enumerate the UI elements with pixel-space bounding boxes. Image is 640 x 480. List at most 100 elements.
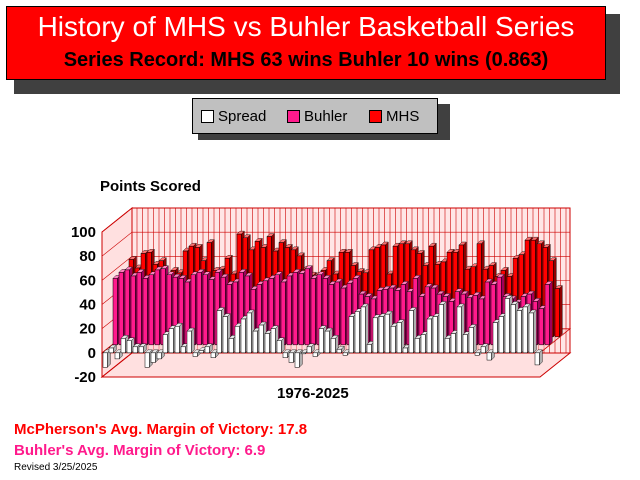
bar-spread [492, 322, 498, 354]
bar-spread [318, 328, 324, 354]
bar-spread [366, 344, 372, 354]
bar-spread [288, 352, 294, 363]
bar-buhler [208, 279, 214, 346]
bar-spread [516, 310, 522, 354]
bar-buhler [154, 269, 160, 346]
bar-spread [384, 313, 390, 354]
chart-floor [100, 352, 572, 378]
bar-mhs-side [559, 285, 563, 338]
y-tick-label: 40 [79, 297, 96, 314]
bar-spread [198, 350, 204, 354]
bar-buhler [310, 278, 316, 346]
bar-spread [150, 352, 156, 363]
bar-spread [252, 330, 258, 354]
bar-spread [192, 352, 198, 357]
bar-spread [120, 338, 126, 354]
chart-title: History of MHS vs Buhler Basketball Seri… [37, 11, 575, 42]
bar-spread [408, 310, 414, 354]
bar-spread [510, 304, 516, 354]
bar-spread [390, 326, 396, 354]
bar-buhler [118, 272, 124, 346]
bar-spread [216, 310, 222, 354]
bar-spread [462, 334, 468, 354]
bar-spread [174, 326, 180, 354]
bar-spread [186, 330, 192, 354]
bar-buhler [340, 287, 346, 346]
y-tick-label: 100 [71, 224, 96, 241]
bar-spread [534, 352, 540, 366]
y-gridline [101, 231, 570, 257]
bar-buhler [124, 269, 130, 346]
bar-spread [108, 347, 114, 354]
bar-spread [528, 312, 534, 354]
bar-spread [258, 324, 264, 354]
bar-spread [456, 306, 462, 354]
buhler-margin-stat: Buhler's Avg. Margin of Victory: 6.9 [14, 442, 266, 459]
bar-spread [414, 338, 420, 354]
bar-spread [300, 352, 306, 355]
bar-spread [504, 298, 510, 354]
bar-buhler [202, 274, 208, 346]
bar-spread [240, 318, 246, 354]
legend-label-mhs: MHS [386, 107, 420, 125]
bar-spread [330, 338, 336, 354]
y-tick-label: -20 [74, 369, 96, 386]
bar-buhler [148, 274, 154, 346]
bar-spread [348, 316, 354, 354]
legend-item-spread: Spread [201, 107, 266, 125]
bar-spread [276, 340, 282, 354]
bar-spread [270, 328, 276, 354]
legend-item-mhs: MHS [369, 107, 419, 125]
bar-buhler [280, 281, 286, 346]
legend-swatch-mhs [369, 109, 382, 123]
bar-spread [450, 333, 456, 354]
bar-buhler [544, 284, 550, 346]
y-tick-label: 0 [88, 345, 96, 362]
bar-spread [222, 316, 228, 354]
bar-buhler [136, 272, 142, 346]
legend-label-buhler: Buhler [304, 107, 348, 125]
bar-spread [402, 347, 408, 354]
bar-spread [474, 352, 480, 356]
bar-spread [378, 316, 384, 354]
legend-swatch-spread [201, 109, 214, 123]
mhs-margin-stat: McPherson's Avg. Margin of Victory: 17.8 [14, 421, 308, 438]
bar-spread [114, 352, 120, 360]
bar-spread [102, 352, 108, 368]
bar-spread [354, 311, 360, 354]
series-record: Series Record: MHS 63 wins Buhler 10 win… [63, 49, 549, 71]
y-gridline [101, 207, 570, 233]
bar-buhler-side [549, 280, 553, 346]
bar-spread [138, 346, 144, 354]
y-axis-title: Points Scored [100, 178, 201, 195]
bar-spread [210, 352, 216, 358]
bar-buhler [298, 273, 304, 346]
bar-spread [144, 352, 150, 368]
revised-date: Revised 3/25/2025 [14, 462, 98, 473]
legend: Spread Buhler MHS [192, 98, 438, 134]
bar-spread [396, 322, 402, 354]
title-banner: History of MHS vs Buhler Basketball Seri… [6, 6, 606, 80]
x-axis-title: 1976-2025 [277, 385, 349, 402]
bar-spread [438, 304, 444, 354]
bar-spread-side [191, 327, 195, 354]
y-tick-label: 20 [79, 321, 96, 338]
bar-spread [480, 346, 486, 354]
y-tick-label: 60 [79, 272, 96, 289]
bar-spread-side [533, 309, 537, 354]
bar-spread [168, 328, 174, 354]
bar-spread [156, 352, 162, 360]
bar-spread [498, 316, 504, 354]
bar-spread [336, 348, 342, 354]
legend-label-spread: Spread [218, 107, 267, 125]
bar-buhler [112, 278, 118, 346]
bar-spread [522, 306, 528, 354]
bar-spread [264, 333, 270, 354]
bar-spread [372, 317, 378, 354]
bar-buhler [286, 275, 292, 346]
bar-spread-side [473, 323, 477, 354]
bar-buhler [130, 275, 136, 346]
bar-buhler [196, 272, 202, 346]
bar-spread [306, 346, 312, 354]
